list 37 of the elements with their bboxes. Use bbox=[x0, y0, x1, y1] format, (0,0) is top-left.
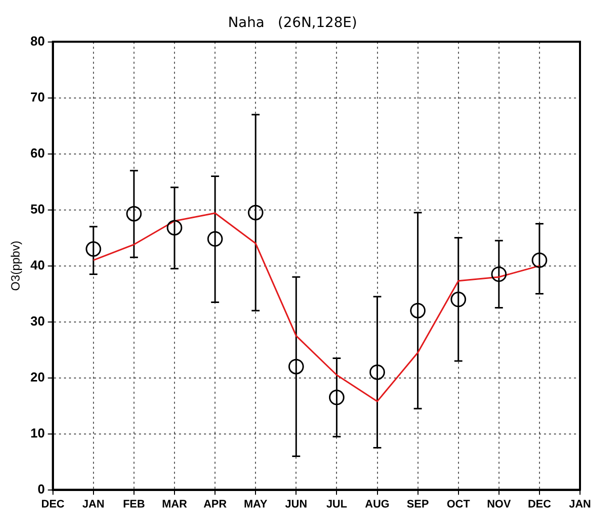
y-tick-label: 40 bbox=[30, 257, 45, 272]
x-tick-label: NOV bbox=[486, 498, 512, 510]
x-tick-label: JAN bbox=[568, 498, 592, 510]
y-tick-label: 20 bbox=[30, 369, 45, 384]
x-tick-label: MAY bbox=[244, 498, 268, 510]
point bbox=[248, 204, 264, 220]
x-tick-label: JAN bbox=[82, 498, 104, 510]
y-tick-label: 30 bbox=[30, 313, 45, 328]
x-tick-label: MAR bbox=[162, 498, 188, 510]
point bbox=[410, 302, 426, 318]
y-tick-label: 80 bbox=[30, 33, 45, 48]
x-tick-label: APR bbox=[203, 498, 227, 510]
chart-title: Naha (26N,128E) bbox=[228, 15, 358, 32]
y-tick-label: 10 bbox=[30, 425, 45, 440]
point bbox=[288, 358, 304, 374]
x-tick-label: AUG bbox=[365, 498, 390, 510]
point bbox=[166, 220, 182, 236]
y-tick-label: 70 bbox=[30, 89, 45, 104]
y-tick-label: 60 bbox=[30, 145, 45, 160]
y-tick-label: 50 bbox=[30, 201, 45, 216]
x-tick-label: OCT bbox=[446, 498, 470, 510]
point bbox=[126, 206, 142, 222]
y-tick-label: 0 bbox=[38, 481, 45, 496]
x-tick-label: SEP bbox=[406, 498, 429, 510]
point bbox=[491, 266, 507, 282]
x-tick-label: JUN bbox=[285, 498, 308, 510]
x-tick-label: DEC bbox=[41, 498, 65, 510]
point bbox=[328, 390, 344, 406]
point bbox=[207, 231, 223, 247]
point bbox=[532, 252, 548, 268]
x-tick-label: DEC bbox=[528, 498, 552, 510]
point bbox=[450, 292, 466, 308]
point bbox=[370, 364, 386, 380]
point bbox=[86, 241, 102, 257]
y-axis-title: O3(ppbv) bbox=[8, 240, 23, 291]
x-tick-label: FEB bbox=[122, 498, 146, 510]
x-tick-label: JUL bbox=[326, 498, 348, 510]
